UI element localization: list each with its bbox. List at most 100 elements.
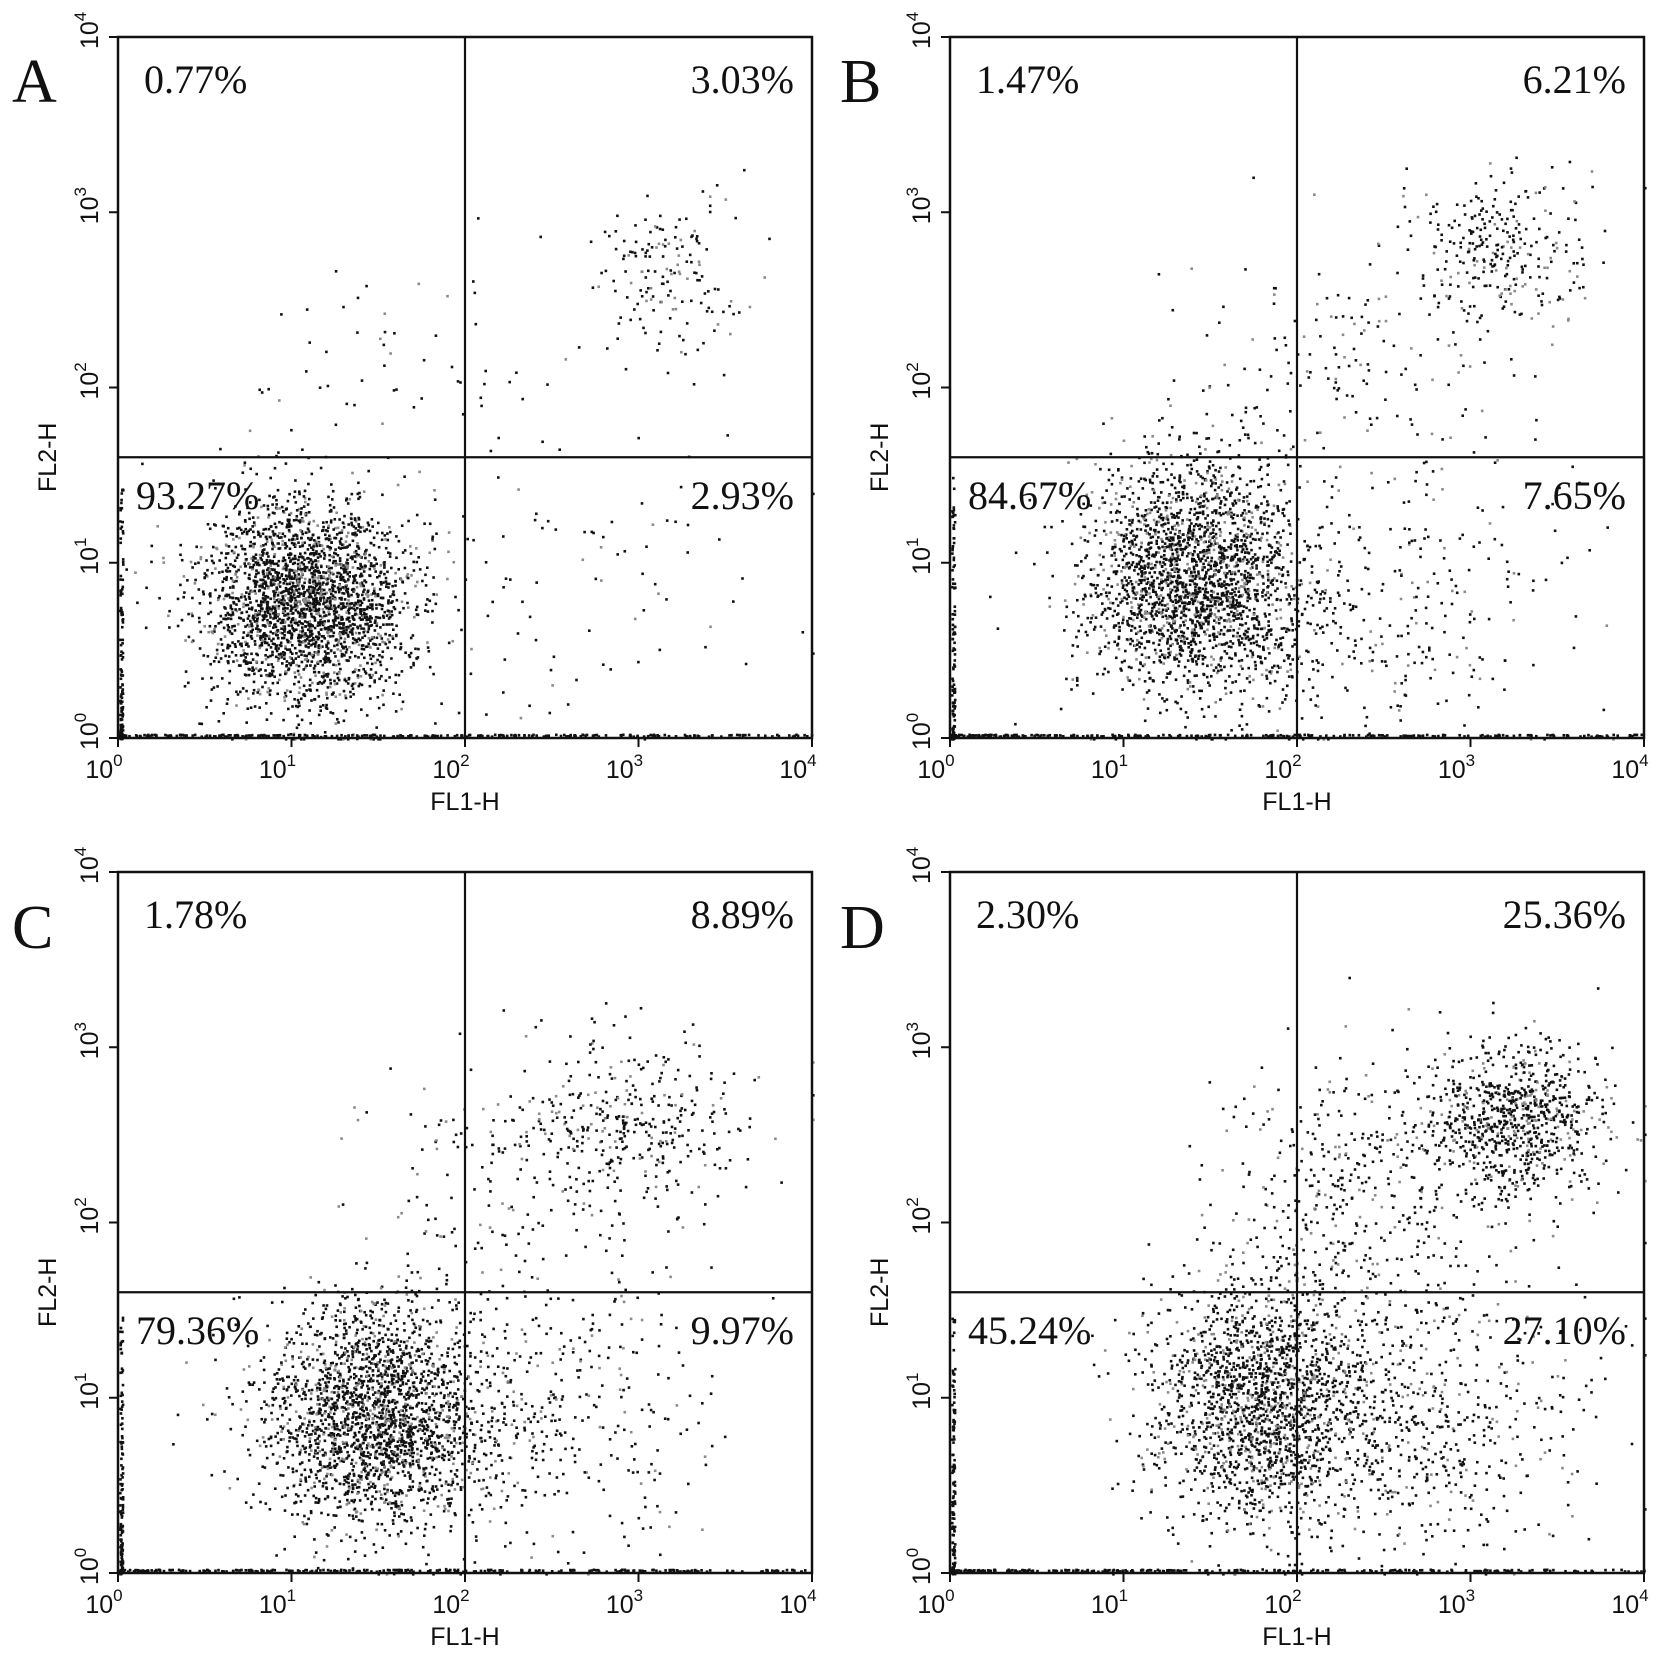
data-point xyxy=(329,521,333,524)
data-point xyxy=(406,573,410,576)
data-point xyxy=(334,590,337,594)
data-point xyxy=(252,618,256,621)
data-point xyxy=(1252,613,1256,616)
data-point xyxy=(302,592,306,596)
data-point xyxy=(252,544,255,547)
data-point xyxy=(312,545,315,548)
data-point xyxy=(224,607,227,610)
data-point xyxy=(1118,629,1121,632)
data-point xyxy=(1281,573,1285,577)
data-point xyxy=(1202,607,1205,611)
data-point xyxy=(125,568,128,571)
data-point xyxy=(278,576,282,580)
data-point xyxy=(1195,663,1199,666)
data-point xyxy=(384,546,388,550)
data-point xyxy=(1319,592,1322,596)
data-point xyxy=(697,242,701,245)
data-point xyxy=(121,560,125,564)
data-point xyxy=(333,518,337,521)
data-point xyxy=(1122,538,1126,541)
data-point xyxy=(1256,505,1260,509)
data-point xyxy=(1163,604,1167,607)
data-point xyxy=(1191,685,1195,688)
data-point xyxy=(292,733,296,737)
data-point xyxy=(1162,624,1166,628)
data-point xyxy=(1197,511,1200,515)
data-point xyxy=(392,606,396,609)
data-point xyxy=(340,616,344,619)
data-point xyxy=(297,541,300,544)
data-point xyxy=(293,738,297,741)
data-point xyxy=(1198,616,1202,619)
data-point xyxy=(280,627,283,630)
data-point xyxy=(1123,566,1127,570)
data-point xyxy=(359,572,363,576)
data-point xyxy=(1167,647,1170,651)
data-point xyxy=(352,587,355,591)
data-point xyxy=(315,602,319,605)
data-point xyxy=(263,575,266,578)
data-point xyxy=(365,528,368,531)
data-point xyxy=(1094,463,1097,466)
data-point xyxy=(176,624,180,628)
data-point xyxy=(652,309,655,312)
data-point xyxy=(1143,680,1147,683)
data-point xyxy=(344,605,347,609)
data-point xyxy=(357,603,360,606)
y-tick-label: 102 xyxy=(71,362,104,399)
data-point xyxy=(353,517,357,520)
data-point xyxy=(260,607,263,610)
data-point xyxy=(1114,497,1118,501)
data-point xyxy=(297,567,300,571)
data-point xyxy=(1169,588,1172,591)
data-point xyxy=(289,596,293,599)
data-point xyxy=(322,676,325,679)
data-point xyxy=(1279,642,1283,645)
data-point xyxy=(380,583,383,586)
data-point xyxy=(1220,566,1223,569)
data-point xyxy=(486,734,489,738)
data-point xyxy=(1292,445,1295,449)
data-point xyxy=(298,520,302,524)
data-point xyxy=(1313,628,1316,632)
data-point xyxy=(1179,597,1182,601)
data-point xyxy=(1161,573,1164,577)
data-point xyxy=(1116,531,1119,534)
data-point xyxy=(1281,688,1285,691)
data-point xyxy=(346,558,349,562)
data-point xyxy=(1261,532,1264,536)
data-point xyxy=(199,545,203,549)
data-point xyxy=(812,492,815,496)
data-point xyxy=(688,734,692,738)
data-point xyxy=(1206,470,1209,473)
data-point xyxy=(254,614,257,618)
data-point xyxy=(1143,514,1147,517)
data-point xyxy=(323,679,327,682)
data-point xyxy=(1194,540,1198,544)
data-point xyxy=(579,735,583,738)
data-point xyxy=(295,663,298,667)
data-point xyxy=(1197,570,1200,573)
data-point xyxy=(387,617,391,620)
data-point xyxy=(473,291,477,295)
data-point xyxy=(1201,476,1204,480)
data-point xyxy=(336,676,340,680)
data-point xyxy=(377,545,381,549)
data-point xyxy=(722,373,726,377)
data-point xyxy=(398,693,401,696)
data-point xyxy=(299,552,302,555)
data-point xyxy=(306,601,310,604)
data-point xyxy=(220,643,224,646)
data-point xyxy=(1102,568,1105,572)
data-point xyxy=(479,734,482,737)
data-point xyxy=(342,592,346,595)
data-point xyxy=(656,349,659,352)
data-point xyxy=(1351,607,1355,610)
data-point xyxy=(218,559,221,562)
data-point xyxy=(253,536,256,539)
data-point xyxy=(1181,485,1184,489)
data-point xyxy=(1098,506,1101,510)
data-point xyxy=(253,620,257,623)
data-point xyxy=(372,654,375,658)
data-point xyxy=(1229,691,1233,694)
